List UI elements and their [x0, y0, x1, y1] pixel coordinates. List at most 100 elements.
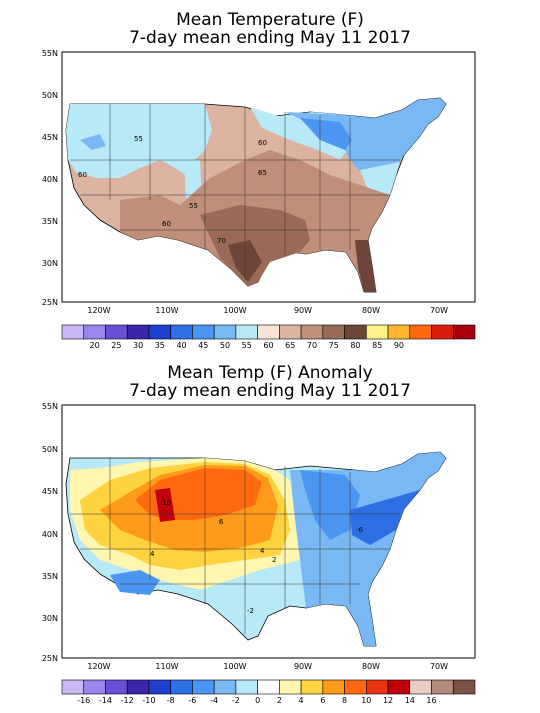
colorbar-tick-label: 45 — [198, 341, 208, 350]
lon-label: 90W — [294, 306, 312, 315]
colorbar-swatch — [61, 679, 85, 695]
panel-subtitle: 7-day mean ending May 11 2017 — [129, 28, 411, 48]
lat-label: 30N — [42, 259, 58, 268]
colorbar-tick-label: 85 — [372, 341, 382, 350]
colorbar-tick-label: 70 — [307, 341, 317, 350]
colorbar-swatch — [366, 679, 389, 695]
lat-label: 45N — [42, 487, 58, 496]
lon-label: 90W — [294, 662, 312, 671]
panel-subtitle: 7-day mean ending May 11 2017 — [129, 381, 411, 401]
lon-label: 110W — [155, 306, 178, 315]
latitude-labels: 55N 50N 45N 40N 35N 30N 25N — [42, 402, 58, 663]
colorbar-swatch — [409, 679, 432, 695]
colorbar-temperature — [61, 324, 476, 340]
contour-label: 2 — [272, 556, 276, 564]
colorbar-tick-label: 6 — [320, 696, 325, 705]
lat-label: 50N — [42, 91, 58, 100]
lat-label: 30N — [42, 614, 58, 623]
colorbar-swatch — [257, 324, 280, 340]
colorbar-swatch — [83, 679, 106, 695]
contour-label: 60 — [258, 139, 267, 147]
map-anomaly — [62, 405, 475, 658]
colorbar-swatch — [452, 324, 476, 340]
colorbar-swatch — [105, 679, 128, 695]
state-boundaries — [70, 458, 400, 634]
colorbar-tick-label: -2 — [232, 696, 240, 705]
colorbar-swatch — [170, 679, 193, 695]
colorbar-swatch — [235, 679, 258, 695]
contour-label: 60 — [78, 171, 87, 179]
lat-label: 25N — [42, 654, 58, 663]
colorbar-swatch — [126, 324, 150, 340]
map-frame — [61, 51, 476, 303]
region-florida-hot — [355, 240, 376, 292]
lon-label: 110W — [155, 662, 178, 671]
contour-label: 55 — [189, 202, 198, 210]
colorbar-tick-label: 80 — [350, 341, 360, 350]
colorbar-swatch — [257, 679, 280, 695]
colorbar-tick-label: -8 — [167, 696, 175, 705]
lat-label: 40N — [42, 175, 58, 184]
colorbar-tick-label: 12 — [383, 696, 393, 705]
region-appalachia — [360, 162, 400, 195]
contour-label: 6 — [219, 518, 224, 526]
colorbar-swatch — [387, 679, 411, 695]
lon-label: 70W — [430, 662, 448, 671]
region-northwest — [66, 104, 212, 178]
colorbar-tick-label: -4 — [210, 696, 218, 705]
contour-labels: 6 4 2 4 -2 -6 10 — [150, 499, 364, 615]
contour-label: -2 — [247, 607, 254, 615]
region-cool-spot — [80, 134, 106, 150]
region-hot-core — [155, 488, 175, 522]
lon-label: 100W — [223, 306, 246, 315]
colorbar-swatch — [279, 324, 302, 340]
lon-label: 100W — [223, 662, 246, 671]
colorbar-swatch — [322, 324, 345, 340]
colorbar-swatch — [105, 324, 128, 340]
colorbar-tick-label: 50 — [220, 341, 230, 350]
colorbar-tick-label: 0 — [255, 696, 260, 705]
contour-label: -6 — [356, 526, 364, 534]
contour-labels: 55 60 60 65 55 60 70 — [78, 135, 267, 245]
colorbar-tick-label: 90 — [394, 341, 404, 350]
lat-label: 55N — [42, 49, 58, 58]
region-southwest-cool — [110, 570, 160, 595]
colorbar-swatch — [126, 679, 150, 695]
region-great-lakes — [285, 98, 446, 175]
colorbar-swatch — [61, 324, 85, 340]
latitude-labels: 55N 50N 45N 40N 35N 30N 25N — [42, 49, 58, 307]
colorbar-swatch — [322, 679, 345, 695]
colorbar-swatch — [431, 679, 454, 695]
colorbar-tick-label: -6 — [188, 696, 196, 705]
colorbar-labels: -16 -14 -12 -10 -8 -6 -4 -2 0 2 4 6 8 10 12 14 16 — [77, 696, 436, 705]
contour-label: 4 — [260, 547, 265, 555]
map-temperature — [62, 52, 475, 302]
colorbar-tick-label: 2 — [277, 696, 282, 705]
colorbar-swatch — [148, 324, 171, 340]
region-lake-michigan — [300, 118, 352, 150]
colorbar-swatch — [344, 324, 367, 340]
colorbar-swatch — [300, 324, 324, 340]
colorbar-tick-label: 60 — [263, 341, 273, 350]
contour-label: 60 — [162, 220, 171, 228]
colorbar-tick-label: 4 — [299, 696, 304, 705]
lat-label: 40N — [42, 530, 58, 539]
colorbar-swatch — [366, 324, 389, 340]
colorbar-swatch — [431, 324, 454, 340]
colorbar-swatch — [300, 679, 324, 695]
map-frame — [61, 404, 476, 659]
lat-label: 55N — [42, 402, 58, 411]
lon-label: 70W — [430, 306, 448, 315]
colorbar-swatch — [148, 679, 171, 695]
colorbar-tick-label: -14 — [99, 696, 112, 705]
colorbar-swatch — [279, 679, 302, 695]
colorbar-tick-label: 20 — [90, 341, 100, 350]
colorbar-swatch — [235, 324, 258, 340]
colorbar-tick-label: 75 — [329, 341, 339, 350]
colorbar-swatch — [213, 679, 237, 695]
contour-label: 4 — [150, 550, 155, 558]
lat-label: 25N — [42, 298, 58, 307]
lat-label: 45N — [42, 133, 58, 142]
colorbar-swatch — [192, 679, 215, 695]
